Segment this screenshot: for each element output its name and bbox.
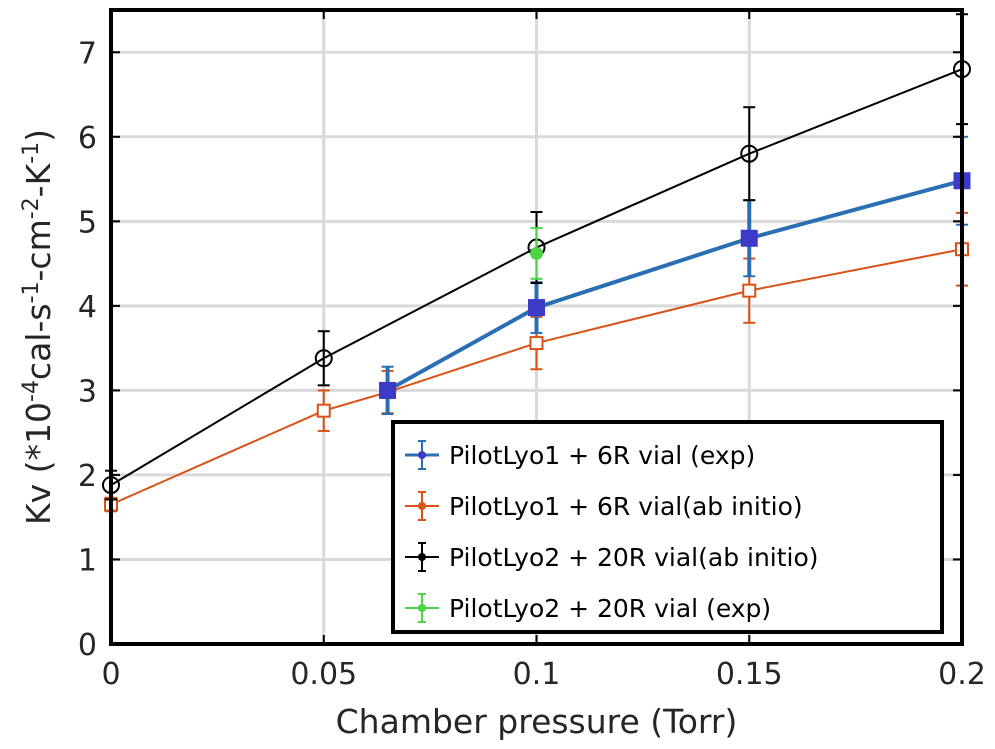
y-axis-label-text: Kv (*10: [19, 402, 58, 525]
y-tick-label: 4: [78, 290, 97, 325]
legend-entry: PilotLyo2 + 20R vial (exp): [405, 593, 771, 623]
x-axis-label: Chamber pressure (Torr): [336, 702, 738, 741]
legend-marker: [418, 502, 426, 510]
data-point: [530, 246, 543, 260]
data-point: [742, 283, 757, 298]
x-tick-label: 0.1: [513, 657, 561, 692]
y-tick-label: 3: [78, 374, 97, 409]
series-line: [110, 248, 963, 506]
y-axis-label-superscript: -2: [19, 197, 44, 219]
x-tick-label: 0.2: [938, 657, 986, 692]
y-axis-label-text: -K: [19, 162, 58, 197]
x-tick-label: 0.05: [290, 657, 357, 692]
legend: PilotLyo1 + 6R vial (exp) PilotLyo1 + 6R …: [391, 420, 944, 634]
y-tick-label: 6: [78, 121, 97, 156]
y-axis-label-text: cal-s: [19, 303, 58, 380]
y-axis-label-superscript: -4: [19, 380, 44, 402]
legend-label: PilotLyo1 + 6R vial (exp): [449, 441, 755, 470]
legend-label: PilotLyo2 + 20R vial (exp): [449, 594, 771, 623]
legend-label: PilotLyo2 + 20R vial(ab initio): [449, 543, 819, 572]
legend-marker: [418, 451, 426, 459]
data-point: [528, 299, 545, 317]
legend-entry: PilotLyo1 + 6R vial (exp): [405, 440, 755, 470]
y-axis-label-text: -cm: [19, 219, 58, 281]
data-point: [529, 336, 544, 351]
legend-box: [391, 420, 944, 634]
series-line: [386, 178, 963, 393]
y-axis-label-superscript: -1: [19, 142, 44, 164]
y-tick-label: 2: [78, 459, 97, 494]
data-point: [740, 144, 759, 163]
legend-marker: [418, 553, 426, 561]
y-tick-label: 7: [78, 36, 97, 71]
data-point: [740, 229, 758, 247]
series-0: [379, 135, 971, 416]
y-axis-label: Kv (*10-4cal-s-1-cm-2-K-1): [19, 129, 59, 525]
data-point: [314, 349, 333, 368]
axis-labels: 0 0.05 0.1 0.15 0.2 0 1 2 3 4 5 6 7 Chamber pressure …: [19, 36, 986, 741]
y-tick-label: 1: [78, 543, 97, 578]
legend-marker: [418, 604, 426, 612]
x-tick-label: 0: [101, 657, 120, 692]
y-tick-label: 5: [78, 205, 97, 240]
data-point: [316, 403, 331, 418]
y-axis-label-superscript: -1: [19, 281, 44, 303]
axis-ticks: [110, 10, 963, 645]
legend-label: PilotLyo1 + 6R vial(ab initio): [449, 492, 803, 521]
legend-entry: PilotLyo2 + 20R vial(ab initio): [405, 542, 819, 572]
y-axis-label-text: ): [19, 129, 58, 142]
series-3: [530, 227, 543, 280]
x-tick-label: 0.15: [716, 657, 783, 692]
legend-entry: PilotLyo1 + 6R vial(ab initio): [405, 491, 803, 521]
y-tick-label: 0: [78, 628, 97, 663]
data-point: [379, 381, 397, 399]
